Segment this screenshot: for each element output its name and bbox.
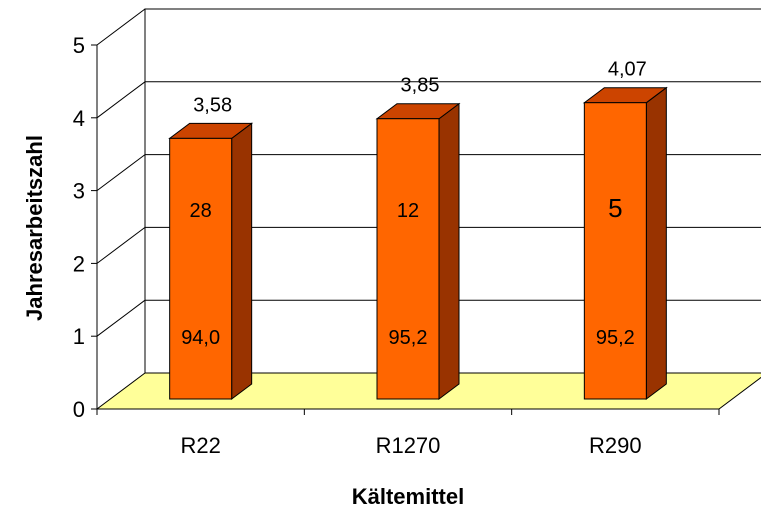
x-tick-label: R290 bbox=[589, 433, 642, 458]
x-axis-title: Kältemittel bbox=[352, 484, 464, 509]
data-label: 3,58 bbox=[193, 94, 232, 116]
side-gridline bbox=[96, 299, 146, 337]
bar-side bbox=[231, 122, 253, 400]
labels: 0123453,582894,0R223,851295,2R12704,0759… bbox=[73, 33, 647, 458]
bar-inner-label-bottom: 94,0 bbox=[181, 327, 220, 349]
bar-side bbox=[438, 102, 460, 400]
bar-inner-label-bottom: 95,2 bbox=[389, 327, 428, 349]
bar-inner-label-middle: 12 bbox=[397, 200, 419, 222]
y-tick-label: 0 bbox=[73, 397, 85, 422]
bar-inner-label-bottom: 95,2 bbox=[596, 327, 635, 349]
y-tick-label: 2 bbox=[73, 251, 85, 276]
bar bbox=[583, 102, 647, 400]
side-gridline bbox=[96, 226, 146, 264]
bar-inner-label-middle: 5 bbox=[608, 193, 622, 223]
x-tick-label: R22 bbox=[180, 433, 220, 458]
data-label: 4,07 bbox=[608, 59, 647, 81]
axes bbox=[91, 44, 720, 415]
data-label: 3,85 bbox=[401, 75, 440, 97]
bar-inner-label-middle: 28 bbox=[190, 200, 212, 222]
bars bbox=[168, 86, 668, 400]
side-gridline bbox=[96, 81, 146, 119]
y-tick-label: 1 bbox=[73, 324, 85, 349]
y-axis-title: Jahresarbeitszahl bbox=[22, 135, 47, 321]
x-tick-label: R1270 bbox=[376, 433, 441, 458]
y-tick-label: 5 bbox=[73, 33, 85, 58]
bar-side bbox=[645, 86, 667, 400]
side-gridline bbox=[96, 154, 146, 192]
bar bbox=[376, 118, 440, 400]
y-tick-label: 4 bbox=[73, 106, 85, 131]
y-tick-label: 3 bbox=[73, 179, 85, 204]
bar bbox=[169, 137, 233, 400]
side-gridline bbox=[96, 8, 146, 46]
